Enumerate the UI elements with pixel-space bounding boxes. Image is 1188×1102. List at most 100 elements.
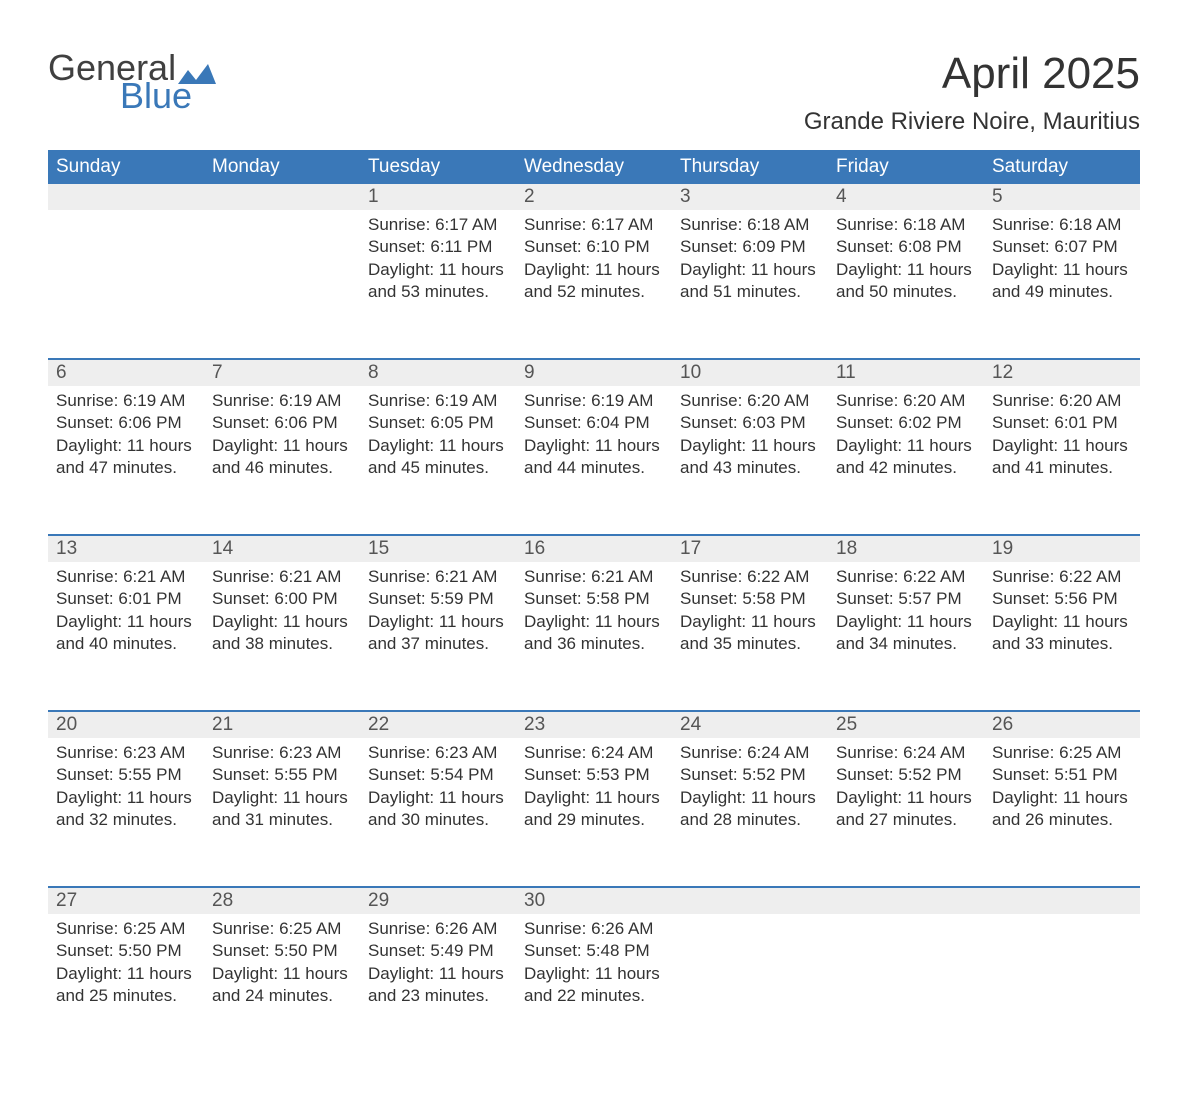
day-number: 26: [984, 712, 1140, 738]
daylight-value: and 25 minutes.: [56, 985, 196, 1007]
sunset-value: Sunset: 5:50 PM: [56, 940, 196, 962]
day-number: 17: [672, 536, 828, 562]
day-number-row: 27282930: [48, 888, 1140, 914]
week-content-row: Sunrise: 6:19 AMSunset: 6:06 PMDaylight:…: [48, 386, 1140, 535]
daylight-value: Daylight: 11 hours: [368, 435, 508, 457]
weekday-header: Friday: [828, 150, 984, 184]
day-number: 22: [360, 712, 516, 738]
sunrise-value: Sunrise: 6:23 AM: [56, 742, 196, 764]
sunset-value: Sunset: 6:00 PM: [212, 588, 352, 610]
daylight-value: Daylight: 11 hours: [992, 611, 1132, 633]
day-number: 9: [516, 360, 672, 386]
daylight-value: Daylight: 11 hours: [212, 787, 352, 809]
sunrise-value: Sunrise: 6:18 AM: [836, 214, 976, 236]
daylight-value: Daylight: 11 hours: [368, 259, 508, 281]
sunset-value: Sunset: 5:50 PM: [212, 940, 352, 962]
daylight-value: and 49 minutes.: [992, 281, 1132, 303]
day-number: 4: [828, 184, 984, 210]
daylight-value: and 44 minutes.: [524, 457, 664, 479]
sunrise-value: Sunrise: 6:20 AM: [680, 390, 820, 412]
daylight-value: and 42 minutes.: [836, 457, 976, 479]
sunrise-value: Sunrise: 6:25 AM: [56, 918, 196, 940]
week-content-row: Sunrise: 6:17 AMSunset: 6:11 PMDaylight:…: [48, 210, 1140, 359]
sunrise-value: Sunrise: 6:19 AM: [368, 390, 508, 412]
sunset-value: Sunset: 5:49 PM: [368, 940, 508, 962]
sunset-value: Sunset: 6:01 PM: [56, 588, 196, 610]
day-number: [204, 184, 360, 210]
day-number: [828, 888, 984, 914]
daylight-value: Daylight: 11 hours: [524, 611, 664, 633]
week-content-row: Sunrise: 6:21 AM Sunset: 6:01 PM Daylight:…: [48, 562, 1140, 711]
daylight-value: Daylight: 11 hours: [680, 435, 820, 457]
day-number: 3: [672, 184, 828, 210]
sunset-value: Sunset: 5:59 PM: [368, 588, 508, 610]
day-cell: Sunrise: 6:18 AMSunset: 6:07 PMDaylight:…: [984, 210, 1140, 359]
daylight-value: Daylight: 11 hours: [836, 611, 976, 633]
sunrise-value: Sunrise: 6:21 AM: [524, 566, 664, 588]
day-number: [984, 888, 1140, 914]
day-number: 1: [360, 184, 516, 210]
sunrise-value: Sunrise: 6:24 AM: [836, 742, 976, 764]
day-cell: Sunrise: 6:19 AMSunset: 6:06 PMDaylight:…: [204, 386, 360, 535]
sunrise-value: Sunrise: 6:18 AM: [992, 214, 1132, 236]
day-cell: Sunrise: 6:24 AMSunset: 5:53 PMDaylight:…: [516, 738, 672, 887]
day-number: 18: [828, 536, 984, 562]
day-cell: [672, 914, 828, 1062]
daylight-value: and 36 minutes.: [524, 633, 664, 655]
sunrise-value: Sunrise: 6:23 AM: [212, 742, 352, 764]
daylight-value: Daylight: 11 hours: [56, 787, 196, 809]
day-cell: Sunrise: 6:22 AMSunset: 5:58 PMDaylight:…: [672, 562, 828, 711]
sunset-value: Sunset: 6:10 PM: [524, 236, 664, 258]
sunrise-value: Sunrise: 6:19 AM: [524, 390, 664, 412]
weekday-header: Tuesday: [360, 150, 516, 184]
day-number: 27: [48, 888, 204, 914]
daylight-value: Daylight: 11 hours: [992, 435, 1132, 457]
day-number: 25: [828, 712, 984, 738]
day-cell: Sunrise: 6:18 AMSunset: 6:09 PMDaylight:…: [672, 210, 828, 359]
day-number: 16: [516, 536, 672, 562]
sunrise-value: Sunrise: 6:24 AM: [680, 742, 820, 764]
daylight-value: Daylight: 11 hours: [680, 259, 820, 281]
day-cell: [48, 210, 204, 359]
daylight-value: and 34 minutes.: [836, 633, 976, 655]
day-number: 29: [360, 888, 516, 914]
daylight-value: and 27 minutes.: [836, 809, 976, 831]
sunset-value: Sunset: 6:11 PM: [368, 236, 508, 258]
daylight-value: Daylight: 11 hours: [680, 787, 820, 809]
day-cell: Sunrise: 6:23 AMSunset: 5:54 PMDaylight:…: [360, 738, 516, 887]
sunrise-value: Sunrise: 6:19 AM: [212, 390, 352, 412]
sunset-value: Sunset: 5:58 PM: [680, 588, 820, 610]
sunset-value: Sunset: 5:54 PM: [368, 764, 508, 786]
day-cell: Sunrise: 6:24 AMSunset: 5:52 PMDaylight:…: [672, 738, 828, 887]
calendar-table: SundayMondayTuesdayWednesdayThursdayFrid…: [48, 150, 1140, 1062]
daylight-value: Daylight: 11 hours: [524, 787, 664, 809]
daylight-value: and 28 minutes.: [680, 809, 820, 831]
day-number: 11: [828, 360, 984, 386]
day-number: 24: [672, 712, 828, 738]
daylight-value: Daylight: 11 hours: [368, 611, 508, 633]
sunrise-value: Sunrise: 6:23 AM: [368, 742, 508, 764]
daylight-value: Daylight: 11 hours: [836, 787, 976, 809]
daylight-value: and 32 minutes.: [56, 809, 196, 831]
day-cell: Sunrise: 6:18 AMSunset: 6:08 PMDaylight:…: [828, 210, 984, 359]
daylight-value: Daylight: 11 hours: [212, 435, 352, 457]
daylight-value: and 23 minutes.: [368, 985, 508, 1007]
day-number: 15: [360, 536, 516, 562]
day-number: 20: [48, 712, 204, 738]
day-cell: Sunrise: 6:26 AMSunset: 5:49 PMDaylight:…: [360, 914, 516, 1062]
logo-text-blue: Blue: [120, 78, 218, 114]
day-cell: Sunrise: 6:20 AMSunset: 6:02 PMDaylight:…: [828, 386, 984, 535]
sunrise-value: Sunrise: 6:22 AM: [836, 566, 976, 588]
day-cell: Sunrise: 6:21 AMSunset: 5:58 PMDaylight:…: [516, 562, 672, 711]
daylight-value: Daylight: 11 hours: [524, 435, 664, 457]
day-number: 8: [360, 360, 516, 386]
day-cell: Sunrise: 6:24 AMSunset: 5:52 PMDaylight:…: [828, 738, 984, 887]
daylight-value: and 24 minutes.: [212, 985, 352, 1007]
sunset-value: Sunset: 6:01 PM: [992, 412, 1132, 434]
sunrise-value: Sunrise: 6:17 AM: [524, 214, 664, 236]
day-cell: Sunrise: 6:22 AMSunset: 5:57 PMDaylight:…: [828, 562, 984, 711]
daylight-value: and 40 minutes.: [56, 633, 196, 655]
day-cell: Sunrise: 6:23 AMSunset: 5:55 PMDaylight:…: [48, 738, 204, 887]
sunrise-value: Sunrise: 6:25 AM: [992, 742, 1132, 764]
sunrise-value: Sunrise: 6:22 AM: [992, 566, 1132, 588]
